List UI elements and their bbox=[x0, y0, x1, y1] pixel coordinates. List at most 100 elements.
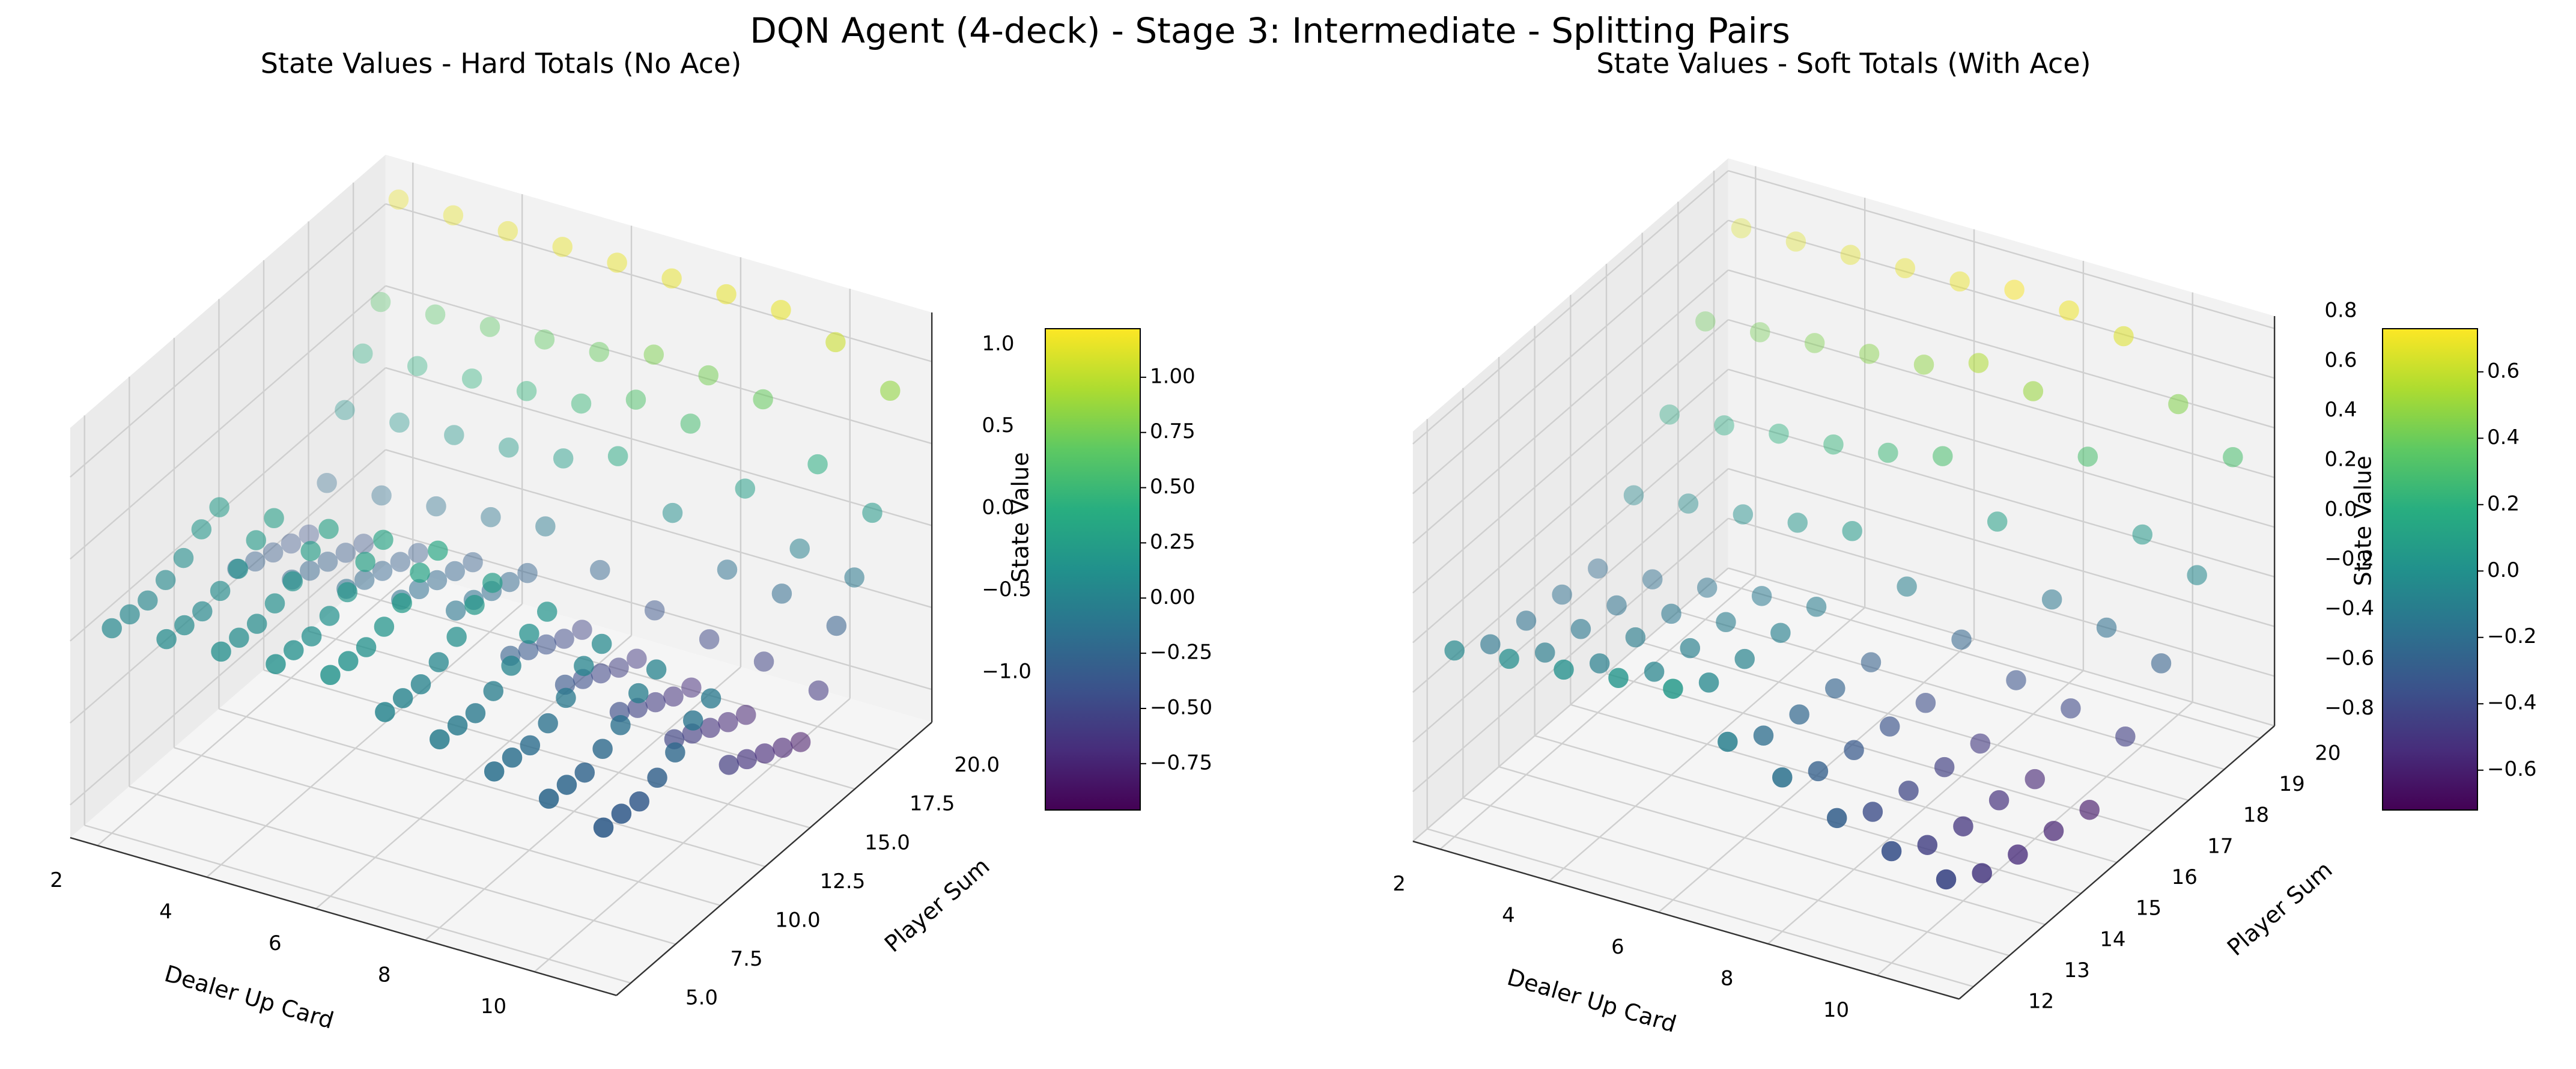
data-point bbox=[625, 389, 646, 410]
data-point bbox=[538, 788, 559, 809]
data-point bbox=[210, 580, 231, 602]
data-point bbox=[446, 627, 467, 647]
data-point bbox=[447, 715, 468, 736]
colorbar-tick-label: 0.6 bbox=[2487, 359, 2520, 383]
data-point bbox=[229, 627, 249, 648]
data-point bbox=[502, 747, 523, 768]
x-tick-label: 2 bbox=[50, 868, 63, 892]
data-point bbox=[627, 648, 647, 669]
data-point bbox=[591, 663, 611, 684]
data-point bbox=[682, 710, 703, 731]
data-point bbox=[1644, 662, 1665, 682]
data-point bbox=[753, 389, 773, 410]
data-point bbox=[1840, 245, 1861, 265]
z-tick-label: 0.0 bbox=[2324, 497, 2357, 521]
data-point bbox=[1808, 761, 1829, 782]
data-point bbox=[593, 817, 614, 838]
data-point bbox=[1680, 638, 1701, 659]
data-point bbox=[1842, 520, 1862, 541]
data-point bbox=[773, 737, 793, 758]
data-point bbox=[370, 291, 391, 312]
data-point bbox=[2004, 279, 2025, 300]
grid-line bbox=[1570, 704, 2117, 863]
data-point bbox=[574, 656, 594, 677]
z-axis-label: State Value bbox=[2350, 455, 2377, 586]
data-point bbox=[482, 573, 503, 593]
data-point bbox=[718, 755, 740, 775]
z-tick-label: 0.4 bbox=[2324, 398, 2357, 422]
data-point bbox=[264, 508, 284, 528]
data-point bbox=[646, 659, 667, 680]
data-point bbox=[536, 634, 557, 655]
data-point bbox=[389, 412, 410, 433]
grid-line bbox=[97, 571, 414, 847]
data-point bbox=[444, 425, 464, 445]
data-point bbox=[589, 341, 610, 362]
data-point bbox=[1716, 612, 1736, 632]
z-tick-label: 0.5 bbox=[982, 413, 1014, 437]
grid-line bbox=[1412, 418, 1729, 693]
colorbar-tick-label: 0.0 bbox=[2487, 558, 2520, 582]
data-point bbox=[1968, 353, 1989, 373]
grid-line bbox=[219, 708, 766, 868]
data-point bbox=[1951, 629, 1972, 650]
data-point bbox=[499, 437, 519, 458]
data-point bbox=[611, 803, 632, 824]
x-tick-label: 10 bbox=[481, 994, 506, 1019]
data-point bbox=[211, 641, 231, 662]
grid-line bbox=[1728, 567, 2275, 727]
data-point bbox=[1936, 869, 1957, 890]
x-tick-label: 2 bbox=[1393, 872, 1406, 896]
data-point bbox=[2079, 799, 2100, 820]
data-point bbox=[392, 688, 413, 708]
data-point bbox=[699, 629, 720, 650]
data-point bbox=[516, 381, 537, 401]
colorbar bbox=[2382, 328, 2478, 811]
data-point bbox=[373, 529, 393, 550]
data-point bbox=[737, 749, 757, 770]
data-point bbox=[1988, 790, 2009, 811]
grid-line bbox=[1728, 169, 2275, 329]
data-point bbox=[282, 571, 303, 592]
data-point bbox=[771, 583, 792, 604]
data-point bbox=[590, 559, 610, 580]
data-point bbox=[536, 602, 557, 622]
data-point bbox=[443, 205, 464, 226]
grid-line bbox=[1412, 319, 1729, 594]
data-point bbox=[427, 570, 448, 591]
data-point bbox=[191, 519, 212, 540]
data-point bbox=[284, 640, 304, 660]
y-tick-label: 5.0 bbox=[685, 986, 718, 1010]
data-point bbox=[388, 189, 409, 210]
colorbar-tick-label: 0.4 bbox=[2487, 425, 2520, 449]
x-axis-label: Dealer Up Card bbox=[1504, 964, 1679, 1038]
data-point bbox=[1499, 648, 1519, 669]
y-tick-label: 15.0 bbox=[864, 830, 910, 854]
data-point bbox=[2113, 326, 2134, 347]
data-point bbox=[717, 559, 738, 580]
y-tick-label: 16 bbox=[2172, 865, 2198, 889]
x-tick-label: 6 bbox=[1611, 935, 1624, 959]
z-axis-label: State Value bbox=[1007, 452, 1034, 582]
data-point bbox=[281, 533, 302, 554]
data-point bbox=[1825, 678, 1845, 699]
y-tick-label: 19 bbox=[2279, 772, 2305, 796]
grid-line bbox=[1412, 219, 1729, 495]
data-point bbox=[245, 551, 266, 572]
z-tick-label: −1.0 bbox=[982, 659, 1031, 683]
y-tick-label: 15 bbox=[2136, 897, 2161, 921]
grid-line bbox=[385, 367, 932, 526]
data-point bbox=[643, 344, 664, 365]
data-point bbox=[574, 762, 595, 783]
data-point bbox=[2008, 844, 2028, 865]
grid-line bbox=[1728, 467, 2275, 627]
data-point bbox=[607, 446, 628, 466]
data-point bbox=[1516, 611, 1537, 631]
data-point bbox=[408, 543, 428, 564]
grid-line bbox=[1412, 269, 1729, 544]
data-point bbox=[1570, 619, 1591, 639]
data-point bbox=[1913, 355, 1934, 375]
data-point bbox=[2168, 394, 2189, 415]
data-point bbox=[520, 735, 541, 756]
colorbar-tick-label: −0.25 bbox=[1150, 641, 1212, 665]
